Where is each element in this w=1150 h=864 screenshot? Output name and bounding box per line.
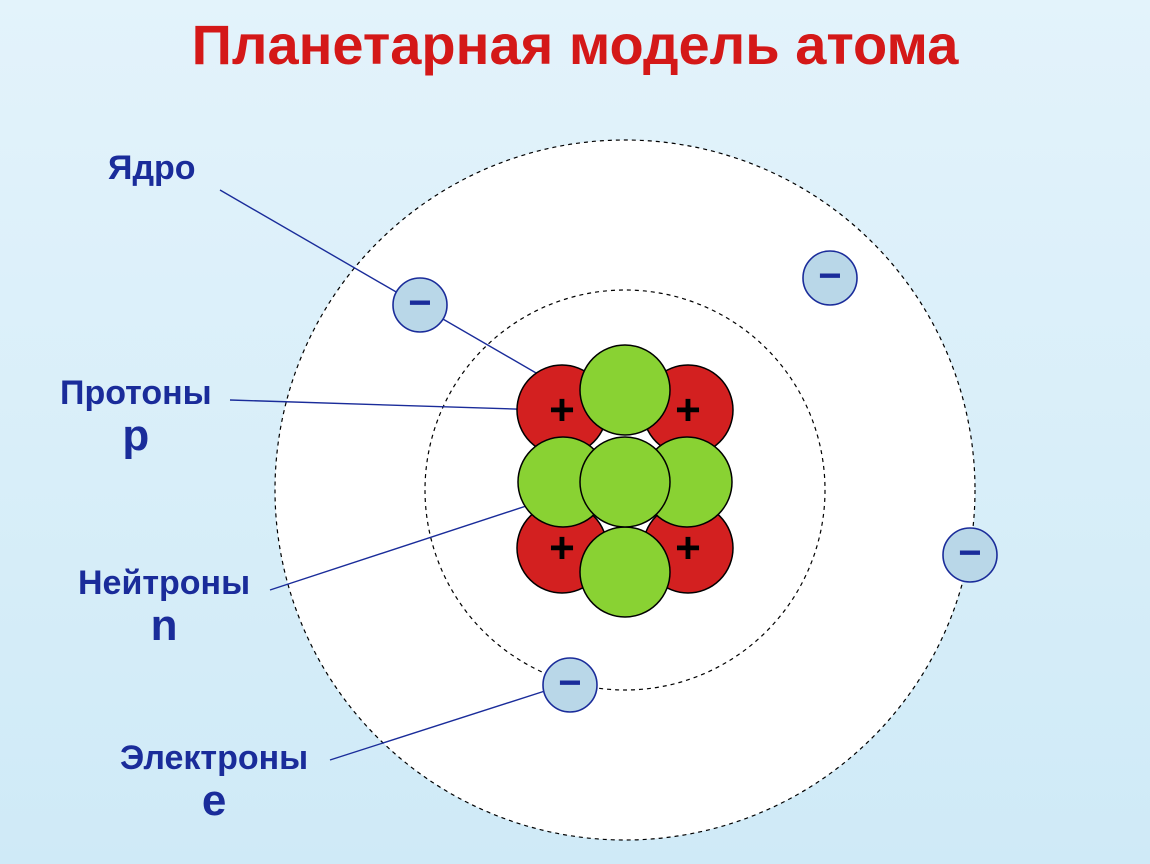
proton-plus-icon: + [549, 386, 575, 435]
electron-minus-icon: − [818, 254, 841, 298]
proton-plus-icon: + [549, 524, 575, 573]
atom-diagram: + + + + − − − − [0, 0, 1150, 864]
neutron [580, 527, 670, 617]
slide: Планетарная модель атома Ядро Протоны p … [0, 0, 1150, 864]
neutron [580, 345, 670, 435]
proton-plus-icon: + [675, 386, 701, 435]
electron-minus-icon: − [408, 281, 431, 325]
neutron [580, 437, 670, 527]
proton-plus-icon: + [675, 524, 701, 573]
electron-minus-icon: − [558, 661, 581, 705]
electron-minus-icon: − [958, 531, 981, 575]
